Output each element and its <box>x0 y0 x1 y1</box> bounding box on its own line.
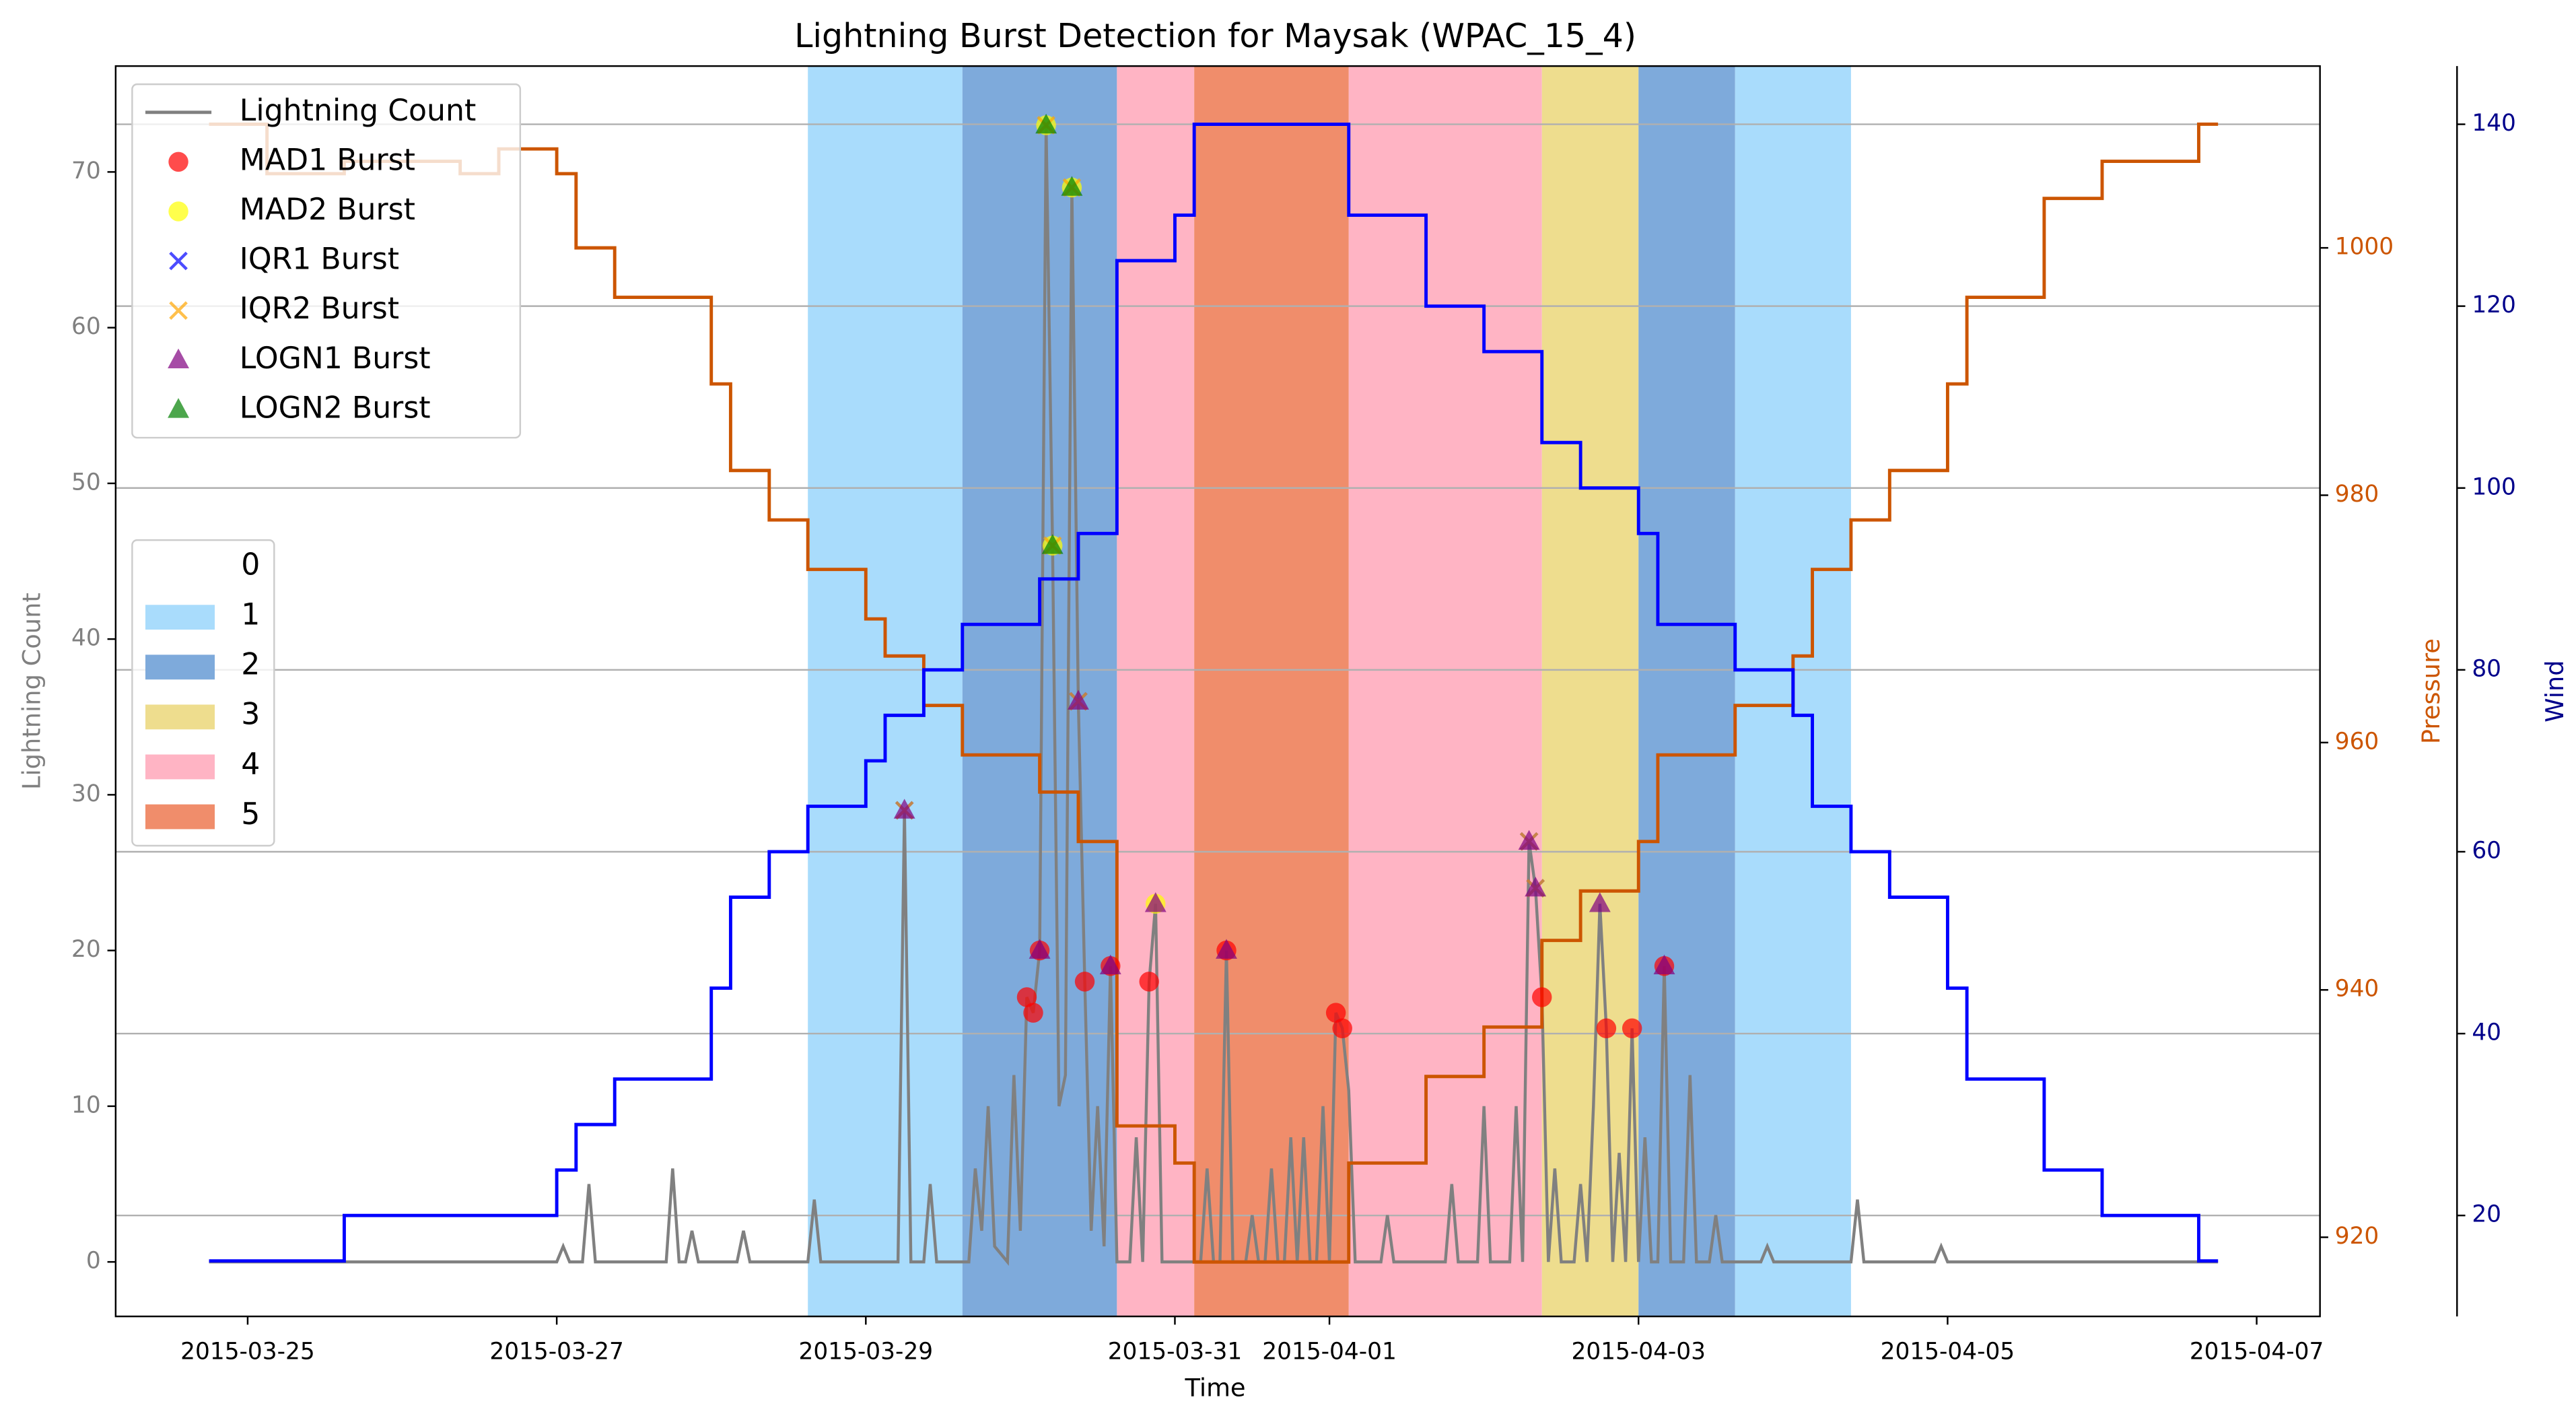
legend-label: IQR2 Burst <box>240 292 399 326</box>
burst-marker <box>1325 1003 1346 1023</box>
y3-tick-label: 80 <box>2472 655 2501 682</box>
burst-marker <box>1532 987 1552 1007</box>
x-tick-label: 2015-03-29 <box>799 1339 934 1366</box>
burst-marker <box>1622 1018 1642 1038</box>
y3-tick-label: 40 <box>2472 1019 2501 1046</box>
intensity-legend-patch <box>145 804 215 830</box>
intensity-legend-patch <box>145 605 215 630</box>
y-tick-label: 20 <box>71 936 101 963</box>
x-tick-label: 2015-04-07 <box>2190 1339 2324 1366</box>
pressure-line <box>209 122 2219 1264</box>
burst-marker <box>1035 113 1057 134</box>
intensity-legend-patch <box>145 704 215 730</box>
burst-marker <box>1589 892 1611 912</box>
y-tick-label: 70 <box>71 158 101 184</box>
intensity-band <box>1194 66 1349 1317</box>
burst-marker <box>1041 534 1064 554</box>
burst-marker <box>1074 972 1095 992</box>
y3-axis-label: Wind <box>2540 660 2569 722</box>
burst-marker <box>1029 939 1051 959</box>
intensity-band <box>1117 66 1195 1317</box>
intensity-legend-label: 2 <box>241 648 260 682</box>
intensity-legend-label: 3 <box>241 698 260 732</box>
x-tick-label: 2015-03-31 <box>1108 1339 1243 1366</box>
burst-marker <box>1216 939 1237 959</box>
intensity-legend-label: 5 <box>241 797 260 832</box>
burst-marker <box>1061 176 1083 196</box>
y3-tick-label: 60 <box>2472 837 2501 864</box>
y-tick-label: 40 <box>71 625 101 652</box>
x-tick-label: 2015-04-01 <box>1262 1339 1397 1366</box>
burst-marker <box>1332 1018 1352 1038</box>
y-axis-label: Lightning Count <box>18 593 46 790</box>
y3-tick-label: 120 <box>2472 292 2516 318</box>
intensity-band <box>1348 66 1542 1317</box>
x-tick-label: 2015-04-03 <box>1571 1339 1706 1366</box>
x-tick-label: 2015-03-25 <box>180 1339 315 1366</box>
legend-marker <box>169 301 188 320</box>
plot-frame <box>114 65 2321 1318</box>
x-tick-label: 2015-04-05 <box>1881 1339 2015 1366</box>
intensity-band <box>1638 66 1735 1317</box>
y2-tick-label: 960 <box>2335 728 2379 755</box>
y2-axis-label: Pressure <box>2416 638 2445 744</box>
legend-marker <box>168 398 189 418</box>
intensity-band <box>1541 66 1639 1317</box>
legend-marker <box>169 251 188 271</box>
wind-line <box>209 123 2219 1263</box>
y2-tick-label: 980 <box>2335 481 2379 508</box>
legend-label: LOGN2 Burst <box>240 391 431 425</box>
y-tick-label: 50 <box>71 469 101 496</box>
legend-marker <box>168 348 189 369</box>
y-tick-label: 30 <box>71 780 101 807</box>
legend-label: IQR1 Burst <box>240 242 399 277</box>
burst-marker <box>1596 1018 1617 1038</box>
legend-label: MAD2 Burst <box>240 193 415 227</box>
y3-tick-label: 140 <box>2472 110 2516 137</box>
burst-marker <box>1016 987 1037 1007</box>
y-tick-label: 10 <box>71 1091 101 1118</box>
y3-tick-label: 20 <box>2472 1201 2501 1228</box>
burst-marker <box>893 799 915 819</box>
intensity-legend-patch <box>145 754 215 780</box>
intensity-legend-label: 0 <box>241 547 260 582</box>
x-tick-label: 2015-03-27 <box>489 1339 624 1366</box>
intensity-band <box>808 66 963 1317</box>
y3-tick-label: 100 <box>2472 473 2516 500</box>
legend-marker <box>168 201 188 222</box>
burst-marker <box>1144 892 1167 912</box>
chart-title: Lightning Burst Detection for Maysak (WP… <box>794 16 1636 55</box>
intensity-legend-patch <box>145 555 215 580</box>
burst-marker <box>1653 954 1675 975</box>
x-axis-label: Time <box>1185 1374 1246 1403</box>
burst-marker <box>1099 954 1121 975</box>
y-tick-label: 60 <box>71 313 101 340</box>
legend-marker <box>168 151 188 172</box>
legend-label: Lightning Count <box>240 94 477 128</box>
y-tick-label: 0 <box>86 1248 101 1275</box>
burst-marker <box>1518 830 1540 850</box>
burst-marker <box>1023 1003 1043 1023</box>
burst-marker <box>1068 689 1089 710</box>
intensity-legend-label: 4 <box>241 747 260 782</box>
y2-tick-label: 940 <box>2335 976 2379 1003</box>
y2-tick-label: 1000 <box>2335 234 2394 261</box>
burst-marker <box>1525 876 1547 897</box>
legend-label: LOGN1 Burst <box>240 341 431 376</box>
legend-box <box>131 83 522 439</box>
lightning-line <box>209 125 2219 1267</box>
y2-tick-label: 920 <box>2335 1223 2379 1250</box>
intensity-legend-patch <box>145 654 215 680</box>
burst-marker <box>1139 972 1159 992</box>
legend-label: MAD1 Burst <box>240 143 415 177</box>
intensity-legend-label: 1 <box>241 597 260 632</box>
